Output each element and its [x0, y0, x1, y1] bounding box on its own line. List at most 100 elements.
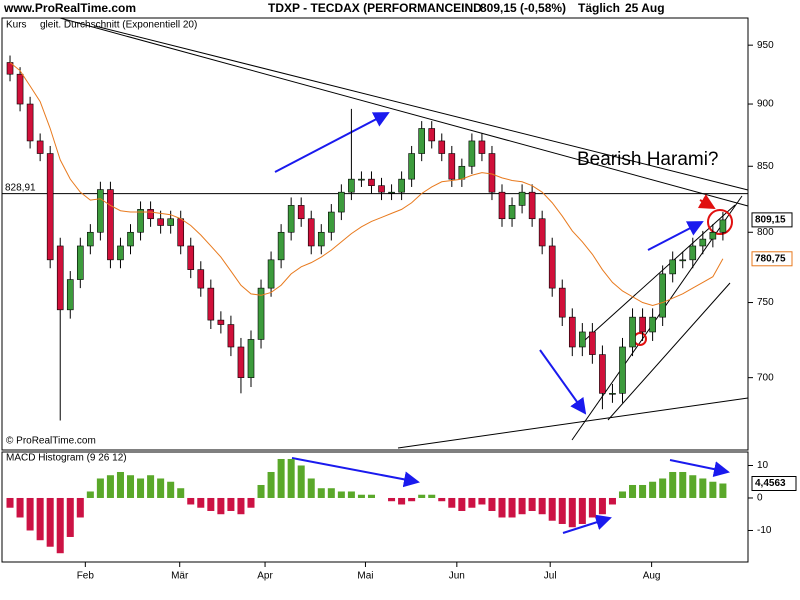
histogram-bar — [317, 488, 325, 498]
candle-body — [207, 287, 215, 321]
histogram-bar — [629, 484, 637, 498]
candle-body — [679, 259, 687, 262]
histogram-bar — [227, 497, 235, 511]
arrow — [539, 349, 587, 415]
histogram-bar — [649, 481, 657, 498]
histogram-bar — [247, 497, 255, 508]
candle-body — [167, 218, 174, 226]
histogram-bar — [307, 478, 315, 498]
candle-body — [619, 346, 626, 394]
highlight-circle — [707, 209, 733, 235]
candle-body — [568, 316, 576, 348]
candle-body — [297, 205, 305, 220]
histogram-bar — [367, 494, 375, 498]
candle-body — [358, 178, 365, 181]
candle-body — [478, 140, 486, 154]
last-value-label: 4,4563 — [755, 478, 786, 489]
histogram-bar — [297, 465, 305, 498]
arrow — [562, 514, 612, 534]
histogram-bar — [147, 475, 155, 498]
histogram-bar — [528, 497, 536, 511]
histogram-bar — [46, 497, 54, 547]
histogram-bar — [267, 471, 275, 498]
candle-body — [458, 165, 466, 180]
candle-body — [639, 316, 646, 333]
candle-body — [418, 128, 425, 154]
y-tick-label: -10 — [757, 525, 772, 536]
histogram-bar — [76, 497, 84, 518]
trendline — [59, 17, 749, 207]
candle-body — [669, 259, 677, 275]
candle-body — [378, 185, 385, 193]
histogram-bar — [177, 488, 185, 498]
histogram-bar — [418, 494, 426, 498]
histogram-bar — [699, 478, 707, 498]
candle-body — [368, 178, 375, 186]
histogram-bar — [689, 475, 697, 498]
candle-body — [157, 218, 164, 226]
source: www.ProRealTime.com — [3, 1, 136, 15]
candle-body — [689, 245, 697, 261]
histogram-bar — [719, 483, 727, 498]
last-price-label: 809,15 — [755, 215, 786, 226]
candle-body — [498, 191, 506, 220]
histogram-bar — [66, 497, 74, 537]
candle-body — [538, 218, 546, 247]
candle-body — [257, 287, 265, 340]
candle-body — [97, 189, 104, 233]
histogram-bar — [408, 497, 416, 502]
histogram-bar — [116, 471, 124, 498]
candle-body — [26, 103, 34, 142]
ema-badge — [751, 251, 793, 267]
histogram-bar — [468, 497, 476, 508]
arrow — [647, 221, 704, 251]
histogram-bar — [257, 484, 265, 498]
candle-body — [438, 140, 446, 154]
histogram-bar — [167, 481, 175, 498]
x-tick-label: Jun — [449, 571, 465, 582]
arrow — [697, 194, 716, 209]
histogram-bar — [106, 475, 114, 498]
histogram-bar — [357, 494, 365, 498]
candle-body — [699, 238, 707, 247]
trendline — [607, 282, 731, 421]
histogram-bar — [488, 497, 496, 511]
histogram-bar — [388, 497, 396, 502]
y-tick-label: 700 — [757, 372, 774, 383]
last-value-badge — [751, 476, 797, 492]
histogram-bar — [16, 497, 24, 518]
candle-body — [398, 178, 405, 193]
y-tick-label: 850 — [757, 161, 774, 172]
histogram-bar — [458, 497, 466, 511]
histogram-bar — [337, 491, 345, 498]
histogram-bar — [287, 458, 295, 498]
histogram-bar — [428, 494, 436, 498]
candle-body — [709, 231, 717, 240]
candle-body — [448, 153, 456, 180]
candle-body — [348, 178, 355, 193]
candle-body — [36, 140, 44, 154]
candle-body — [137, 209, 144, 233]
drawings — [59, 17, 749, 449]
macd-panel — [1, 451, 749, 563]
candle-body — [518, 191, 526, 206]
trendline — [94, 25, 749, 191]
candle-body — [508, 205, 516, 220]
histogram-bar — [578, 497, 586, 524]
candle-body — [328, 211, 335, 233]
histogram-bar — [347, 491, 355, 498]
histogram-bar — [157, 478, 165, 498]
histogram-bar — [207, 497, 215, 511]
histogram-bar — [558, 497, 566, 524]
price-panel — [1, 17, 749, 451]
candle-body — [127, 231, 134, 247]
candle-body — [488, 153, 496, 193]
candle-body — [558, 287, 566, 318]
histogram-bar — [639, 484, 647, 498]
arrow — [274, 112, 390, 173]
histogram-bar — [56, 497, 64, 554]
candle-body — [317, 231, 325, 247]
candle-body — [408, 153, 415, 180]
reference-label: 828,91 — [5, 182, 36, 193]
